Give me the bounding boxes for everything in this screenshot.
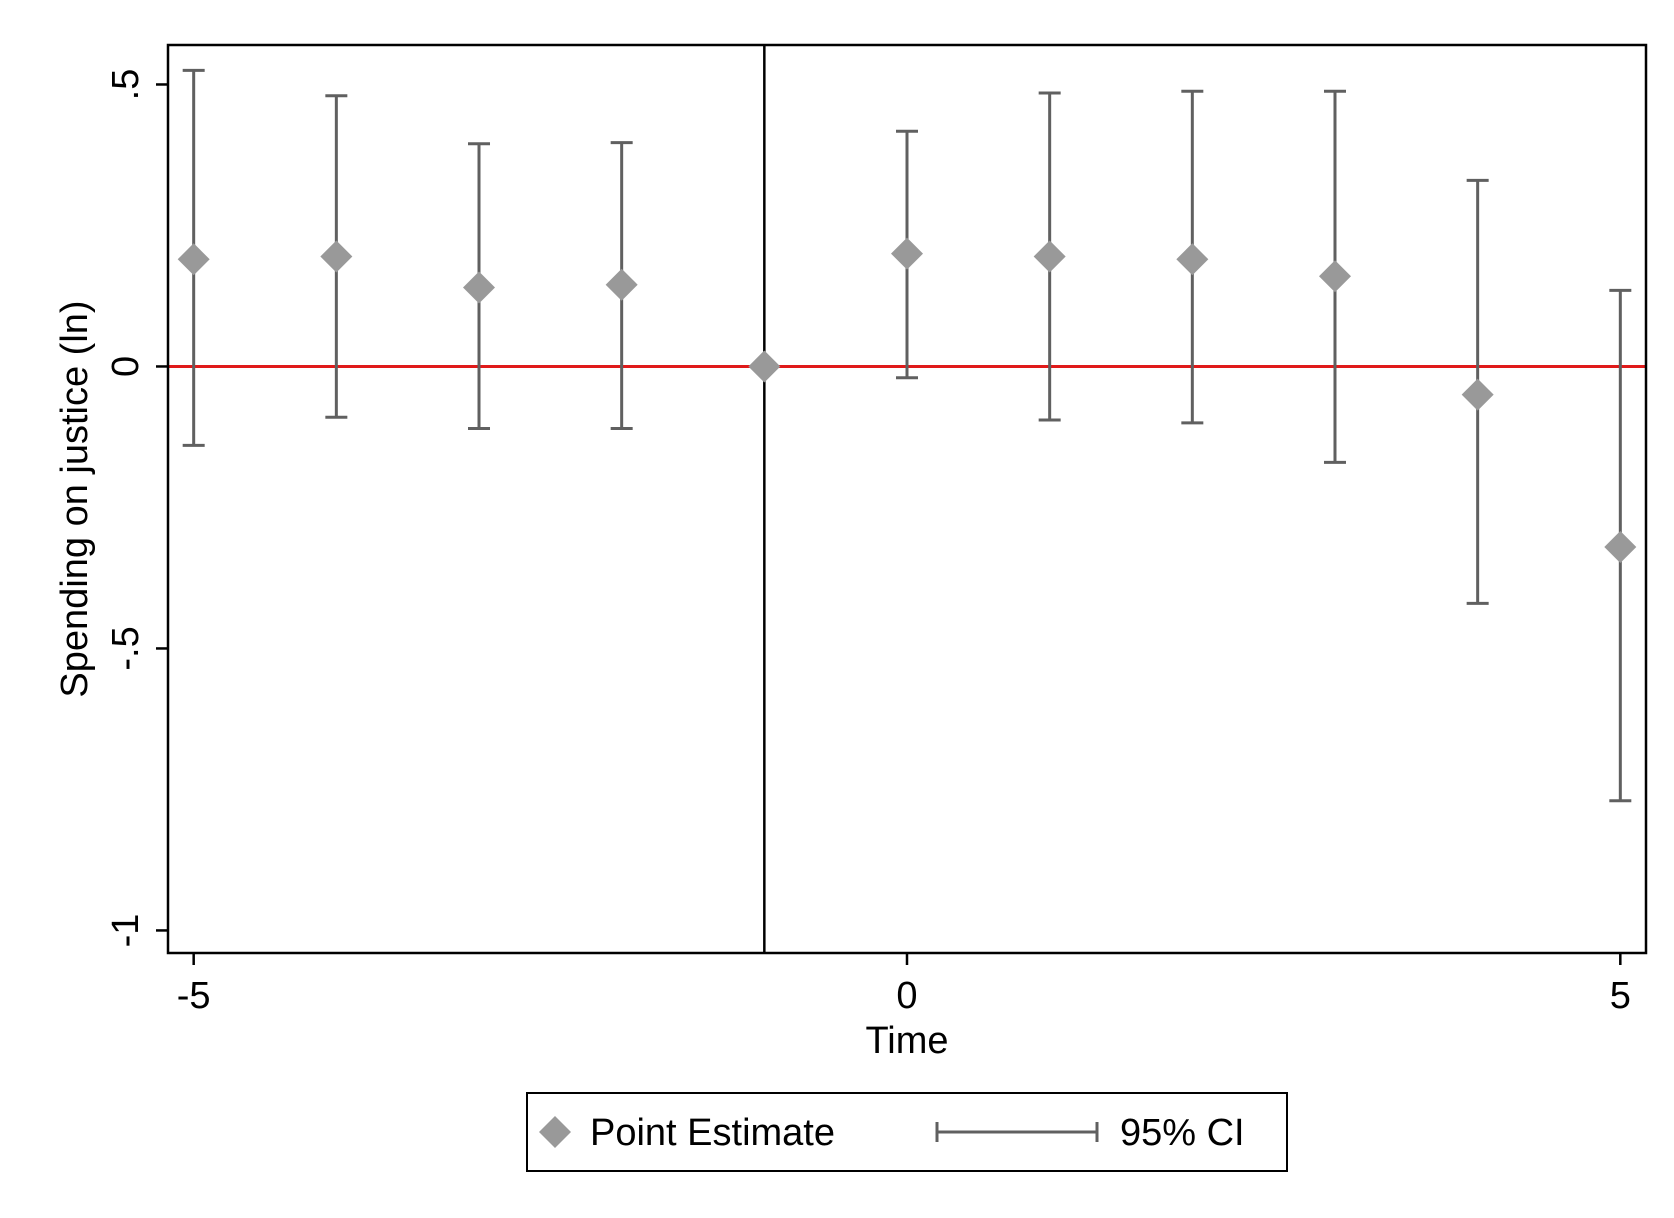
x-tick-label: 0 <box>896 975 917 1017</box>
x-tick-label: -5 <box>177 975 211 1017</box>
x-tick-label: 5 <box>1610 975 1631 1017</box>
point-estimate-marker <box>1318 260 1351 293</box>
point-estimate-marker <box>177 243 210 276</box>
point-estimate-marker <box>891 237 923 270</box>
legend-label-ci: 95% CI <box>1120 1112 1245 1154</box>
plot-area <box>168 45 1646 953</box>
y-tick-label: -1 <box>105 914 147 948</box>
point-estimate-marker <box>748 350 781 383</box>
y-tick-label: .5 <box>105 69 147 101</box>
legend: Point Estimate 95% CI <box>526 1092 1288 1172</box>
legend-label-point-estimate: Point Estimate <box>590 1112 835 1154</box>
point-estimate-marker <box>463 271 496 304</box>
y-tick-label: -.5 <box>105 626 147 670</box>
point-estimate-marker <box>1604 530 1637 563</box>
legend-diamond-icon <box>539 1116 571 1148</box>
axes: -5 0 5 .5 0 -.5 -1 <box>105 43 1648 1017</box>
y-axis-title: Spending on justice (ln) <box>54 300 96 697</box>
point-estimate-marker <box>1033 240 1066 273</box>
x-axis-title: Time <box>865 1020 948 1062</box>
legend-errorbar-icon <box>935 1122 1099 1142</box>
legend-box <box>526 1092 1288 1172</box>
y-tick-label: 0 <box>105 356 147 377</box>
point-estimate-marker <box>605 268 638 301</box>
point-estimate-marker <box>1176 243 1209 276</box>
point-estimate-marker <box>1461 378 1494 411</box>
point-estimate-marker <box>320 240 353 273</box>
